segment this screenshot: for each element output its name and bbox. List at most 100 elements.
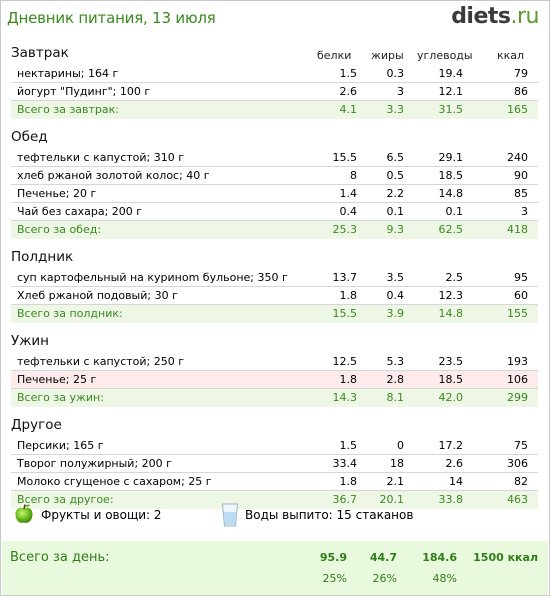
day-protein-percent: 25% (322, 572, 347, 585)
kcal-value: 79 (514, 67, 528, 80)
food-name: Печенье; 25 г (17, 373, 97, 386)
protein-value: 1.5 (339, 67, 358, 80)
meal-total-label: Всего за обед: (17, 223, 102, 236)
fat-value: 5.3 (386, 355, 405, 368)
kcal-value: 306 (507, 457, 528, 470)
carbs-value: 17.2 (438, 439, 464, 452)
site-logo[interactable]: diets.ru (451, 4, 539, 29)
protein-value: 0.4 (339, 205, 358, 218)
fruits-vegetables-count: Фрукты и овощи: 2 (41, 508, 162, 522)
food-row[interactable]: нектарины; 164 г 1.5 0.3 19.4 79 (11, 65, 538, 83)
food-name: йогурт "Пудинг"; 100 г (17, 85, 151, 98)
food-row[interactable]: Молоко сгущеное с сахаром; 25 г 1.8 2.1 14 8… (11, 473, 538, 491)
kcal-value: 86 (514, 85, 528, 98)
protein-value: 33.4 (332, 457, 358, 470)
header: Дневник питания, 13 июля diets.ru (1, 1, 549, 35)
page-title: Дневник питания, 13 июля (7, 9, 216, 27)
meal-total-label: Всего за завтрак: (17, 103, 120, 116)
fat-value: 8.1 (386, 391, 405, 404)
food-row[interactable]: Чай без сахара; 200 г 0.4 0.1 0.1 3 (11, 203, 538, 221)
column-header-kcal: ккал (497, 49, 525, 62)
food-row[interactable]: Творог полужирный; 200 г 33.4 18 2.6 306 (11, 455, 538, 473)
protein-value: 36.7 (332, 493, 358, 506)
meal-total-label: Всего за ужин: (17, 391, 104, 404)
day-fat-percent: 26% (372, 572, 397, 585)
fat-value: 0 (397, 439, 404, 452)
food-name: тефтельки с капустой; 250 г (17, 355, 184, 368)
meal-total-row: Всего за полдник: 15.5 3.9 14.8 155 (11, 305, 538, 323)
fat-value: 0.5 (386, 169, 405, 182)
extras-bar: Фрукты и овощи: 2 Воды выпито: 15 стакан… (11, 499, 538, 533)
protein-value: 4.1 (339, 103, 358, 116)
glass-icon (221, 503, 239, 527)
carbs-value: 29.1 (438, 151, 464, 164)
meal-total-row: Всего за ужин: 14.3 8.1 42.0 299 (11, 389, 538, 407)
carbs-value: 12.3 (438, 289, 464, 302)
kcal-value: 240 (507, 151, 528, 164)
kcal-value: 299 (507, 391, 528, 404)
meal-title: Ужин (11, 333, 49, 349)
carbs-value: 42.0 (438, 391, 464, 404)
food-name: суп картофельный на куриноm бульоне; 350… (17, 271, 288, 284)
meal-total-row: Всего за завтрак: 4.1 3.3 31.5 165 (11, 101, 538, 119)
food-row[interactable]: Хлеб ржаной подовый; 30 г 1.8 0.4 12.3 60 (11, 287, 538, 305)
meal-title: Полдник (11, 249, 74, 265)
column-header-protein: белки (317, 49, 352, 62)
fat-value: 3.5 (386, 271, 405, 284)
day-carbs: 184.6 (422, 551, 457, 564)
carbs-value: 12.1 (438, 85, 464, 98)
food-row[interactable]: йогурт "Пудинг"; 100 г 2.6 3 12.1 86 (11, 83, 538, 101)
meal-total-label: Всего за другое: (17, 493, 114, 506)
food-name: нектарины; 164 г (17, 67, 119, 80)
carbs-value: 31.5 (438, 103, 464, 116)
kcal-value: 418 (507, 223, 528, 236)
meal-total-row: Всего за обед: 25.3 9.3 62.5 418 (11, 221, 538, 239)
protein-value: 1.8 (339, 475, 358, 488)
protein-value: 1.8 (339, 373, 358, 386)
day-fat: 44.7 (369, 551, 397, 564)
day-kcal: 1500 ккал (473, 551, 538, 564)
food-name: Печенье; 20 г (17, 187, 97, 200)
kcal-value: 85 (514, 187, 528, 200)
fat-value: 0.4 (386, 289, 405, 302)
food-name: Чай без сахара; 200 г (17, 205, 143, 218)
carbs-value: 18.5 (438, 373, 464, 386)
fat-value: 2.1 (386, 475, 405, 488)
food-row[interactable]: тефтельки с капустой; 310 г 15.5 6.5 29.1 24… (11, 149, 538, 167)
carbs-value: 19.4 (438, 67, 464, 80)
food-row[interactable]: Персики; 165 г 1.5 0 17.2 75 (11, 437, 538, 455)
carbs-value: 23.5 (438, 355, 464, 368)
food-name: хлеб ржаной золотой колос; 40 г (17, 169, 210, 182)
protein-value: 1.4 (339, 187, 358, 200)
kcal-value: 75 (514, 439, 528, 452)
carbs-value: 14 (449, 475, 463, 488)
food-row[interactable]: суп картофельный на куриноm бульоне; 350… (11, 269, 538, 287)
fat-value: 2.8 (386, 373, 405, 386)
protein-value: 1.8 (339, 289, 358, 302)
carbs-value: 14.8 (438, 187, 464, 200)
kcal-value: 193 (507, 355, 528, 368)
protein-value: 25.3 (332, 223, 358, 236)
food-row[interactable]: Печенье; 25 г 1.8 2.8 18.5 106 (11, 371, 538, 389)
kcal-value: 90 (514, 169, 528, 182)
kcal-value: 155 (507, 307, 528, 320)
carbs-value: 62.5 (438, 223, 464, 236)
fat-value: 3.9 (386, 307, 405, 320)
protein-value: 13.7 (332, 271, 358, 284)
food-row[interactable]: тефтельки с капустой; 250 г 12.5 5.3 23.5 19… (11, 353, 538, 371)
food-row[interactable]: хлеб ржаной золотой колос; 40 г 8 0.5 18.5 9… (11, 167, 538, 185)
kcal-value: 60 (514, 289, 528, 302)
fat-value: 2.2 (386, 187, 405, 200)
protein-value: 12.5 (332, 355, 358, 368)
food-name: Персики; 165 г (17, 439, 104, 452)
column-header-carbs: углеводы (417, 49, 473, 62)
protein-value: 8 (350, 169, 357, 182)
food-row[interactable]: Печенье; 20 г 1.4 2.2 14.8 85 (11, 185, 538, 203)
protein-value: 15.5 (332, 151, 358, 164)
fat-value: 20.1 (379, 493, 405, 506)
fat-value: 9.3 (386, 223, 405, 236)
food-name: Творог полужирный; 200 г (17, 457, 172, 470)
food-name: тефтельки с капустой; 310 г (17, 151, 184, 164)
carbs-value: 14.8 (438, 307, 464, 320)
